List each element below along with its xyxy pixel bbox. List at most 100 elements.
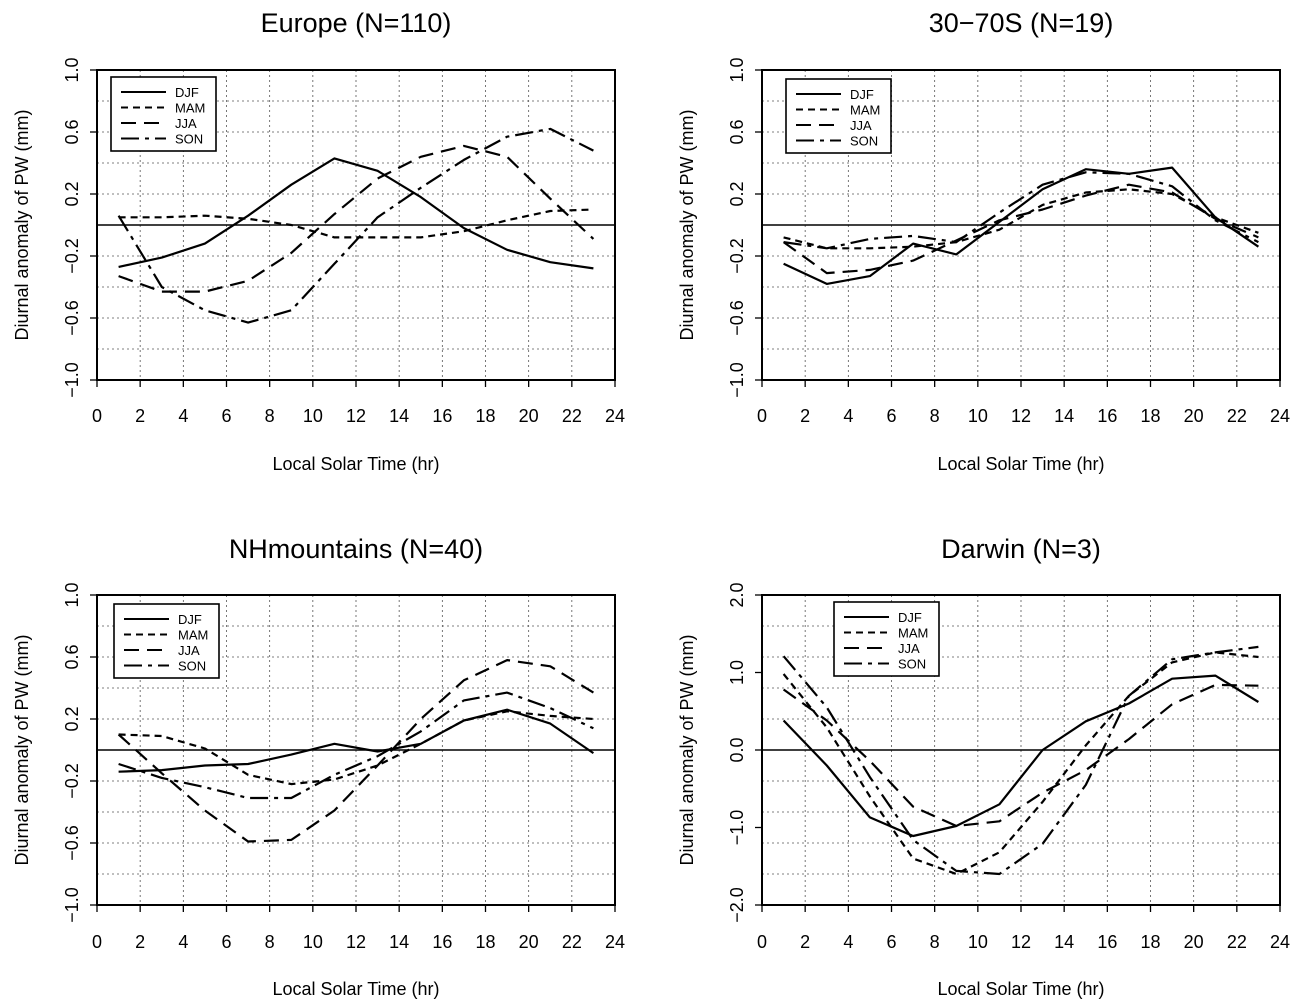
x-axis-label: Local Solar Time (hr) [272, 979, 439, 999]
legend-label-mam: MAM [898, 626, 928, 641]
series-line-mam [118, 208, 594, 239]
chart-panel-3: 0 2 4 6 8 10 12 14 16 18 20 22 24−1.0−0.6−0.20.20.61… [12, 534, 625, 999]
x-tick-label: 4 [178, 406, 188, 426]
x-tick-label: 18 [475, 932, 495, 952]
legend-label-jja: JJA [898, 641, 920, 656]
x-tick-label: 14 [389, 406, 409, 426]
y-tick-label: −0.2 [62, 763, 82, 799]
series-line-djf [782, 674, 1259, 838]
legend-label-mam: MAM [850, 103, 880, 118]
x-tick-label: 8 [265, 932, 275, 952]
legend-label-djf: DJF [178, 612, 202, 627]
x-tick-label: 18 [475, 406, 495, 426]
y-tick-label: −0.6 [727, 300, 747, 336]
series-line-djf [783, 166, 1260, 285]
x-tick-label: 8 [930, 406, 940, 426]
x-tick-label: 10 [303, 932, 323, 952]
y-tick-label: −1.0 [62, 887, 82, 923]
legend-label-son: SON [178, 659, 206, 674]
legend-label-mam: MAM [175, 101, 205, 116]
chart-panel-1: 0 2 4 6 8 10 12 14 16 18 20 22 24−1.0−0.6−0.20.20.61… [12, 8, 625, 474]
x-tick-label: 24 [1270, 932, 1290, 952]
legend-label-djf: DJF [175, 85, 199, 100]
x-tick-label: 4 [843, 406, 853, 426]
y-axis-label: Diurnal anomaly of PW (mm) [12, 109, 32, 340]
x-tick-label: 14 [1054, 406, 1074, 426]
y-tick-label: 0.6 [62, 119, 82, 144]
y-tick-label: −0.2 [62, 238, 82, 274]
x-tick-label: 22 [1227, 406, 1247, 426]
legend-label-jja: JJA [175, 116, 197, 131]
x-tick-label: 0 [757, 406, 767, 426]
x-tick-label: 18 [1140, 932, 1160, 952]
chart-title: 30−70S (N=19) [929, 8, 1114, 38]
x-tick-label: 10 [968, 932, 988, 952]
y-tick-label: 1.0 [727, 57, 747, 82]
series-line-son [117, 127, 594, 324]
x-tick-label: 22 [562, 406, 582, 426]
x-tick-label: 16 [432, 406, 452, 426]
y-axis-label: Diurnal anomaly of PW (mm) [677, 634, 697, 865]
x-tick-label: 0 [92, 406, 102, 426]
legend-label-son: SON [898, 657, 926, 672]
y-tick-label: −0.2 [727, 238, 747, 274]
x-tick-label: 24 [605, 406, 625, 426]
x-tick-label: 8 [265, 406, 275, 426]
legend-label-djf: DJF [850, 87, 874, 102]
x-tick-label: 14 [1054, 932, 1074, 952]
series-line-mam [782, 651, 1259, 876]
x-tick-label: 12 [1011, 932, 1031, 952]
x-tick-label: 10 [968, 406, 988, 426]
series-line-jja [118, 144, 595, 293]
y-tick-label: 2.0 [727, 582, 747, 607]
series-line-jja [117, 658, 594, 843]
x-tick-label: 0 [757, 932, 767, 952]
y-tick-label: 0.6 [727, 119, 747, 144]
y-tick-label: 1.0 [62, 582, 82, 607]
series-line-djf [118, 157, 594, 270]
x-tick-label: 2 [135, 932, 145, 952]
x-tick-label: 24 [605, 932, 625, 952]
x-tick-label: 12 [1011, 406, 1031, 426]
y-tick-label: 0.0 [727, 737, 747, 762]
legend-label-son: SON [850, 134, 878, 149]
chart-panel-2: 0 2 4 6 8 10 12 14 16 18 20 22 24−1.0−0.6−0.20.20.61… [677, 8, 1290, 474]
series-line-son [118, 691, 594, 800]
x-tick-label: 8 [930, 932, 940, 952]
x-tick-label: 6 [886, 406, 896, 426]
chart-panel-4: 0 2 4 6 8 10 12 14 16 18 20 22 24−2.0−1.00.01.02.0Da… [677, 534, 1290, 999]
x-tick-label: 14 [389, 932, 409, 952]
legend-label-jja: JJA [850, 118, 872, 133]
y-tick-label: −2.0 [727, 887, 747, 923]
chart-title: Darwin (N=3) [941, 534, 1101, 564]
x-tick-label: 22 [1227, 932, 1247, 952]
y-axis-label: Diurnal anomaly of PW (mm) [12, 634, 32, 865]
x-tick-label: 22 [562, 932, 582, 952]
y-tick-label: −1.0 [727, 362, 747, 398]
x-tick-label: 24 [1270, 406, 1290, 426]
x-tick-label: 4 [178, 932, 188, 952]
y-tick-label: 0.2 [62, 181, 82, 206]
y-tick-label: 0.6 [62, 644, 82, 669]
x-tick-label: 20 [1184, 932, 1204, 952]
chart-title: Europe (N=110) [261, 8, 452, 38]
y-tick-label: −1.0 [62, 362, 82, 398]
x-tick-label: 4 [843, 932, 853, 952]
x-tick-label: 10 [303, 406, 323, 426]
legend-label-son: SON [175, 132, 203, 147]
y-axis-label: Diurnal anomaly of PW (mm) [677, 109, 697, 340]
legend-label-jja: JJA [178, 643, 200, 658]
x-tick-label: 6 [221, 406, 231, 426]
y-tick-label: 1.0 [727, 660, 747, 685]
x-tick-label: 20 [519, 406, 539, 426]
x-tick-label: 0 [92, 932, 102, 952]
x-axis-label: Local Solar Time (hr) [272, 454, 439, 474]
x-tick-label: 12 [346, 406, 366, 426]
legend-label-djf: DJF [898, 610, 922, 625]
x-tick-label: 16 [432, 932, 452, 952]
